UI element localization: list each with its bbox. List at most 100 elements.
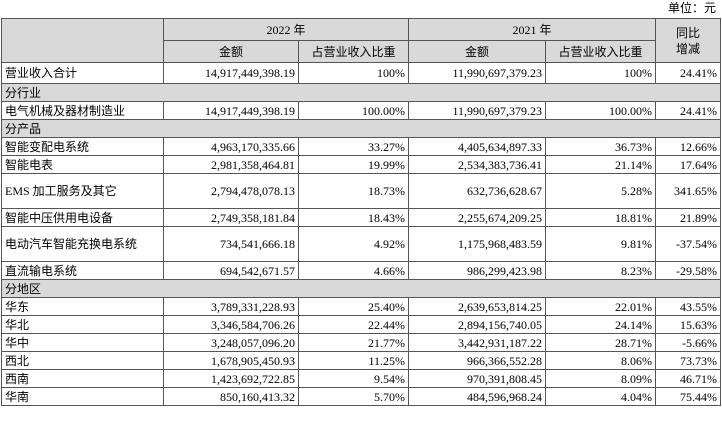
data-row: 华东 3,789,331,228.93 25.40% 2,639,653,814.25…: [1, 297, 722, 316]
data-row: 电动汽车智能充换电系统 734,541,666.18 4.92% 1,175,968,…: [1, 226, 722, 262]
header-cell: 2021 年: [408, 18, 657, 41]
value-cell: 2,255,674,209.25: [408, 208, 547, 227]
row-label: 营业收入合计: [1, 62, 164, 84]
value-cell: 734,541,666.18: [163, 226, 299, 262]
value-cell: 1,175,968,483.59: [408, 226, 547, 262]
header-text: 同比增减: [676, 25, 701, 56]
value-cell: -5.66%: [655, 333, 722, 352]
row-label: 西南: [1, 369, 164, 388]
data-row: 智能电表 2,981,358,464.81 19.99% 2,534,383,736.…: [1, 155, 722, 174]
row-label: 直流输电系统: [1, 261, 164, 280]
value-cell: 24.14%: [545, 315, 657, 334]
header-cell: 占营业收入比重: [297, 40, 410, 63]
row-label: 华东: [1, 297, 164, 316]
section-cell: 分地区: [0, 279, 722, 298]
value-cell: 14,917,449,398.19: [163, 101, 299, 120]
value-cell: 22.44%: [297, 315, 410, 334]
value-cell: 11.25%: [297, 351, 410, 370]
value-cell: 25.40%: [297, 297, 410, 316]
value-cell: 2,534,383,736.41: [408, 155, 547, 174]
value-cell: 2,894,156,740.05: [408, 315, 547, 334]
value-cell: 4,963,170,335.66: [163, 137, 299, 156]
data-row: 西南 1,423,692,722.85 9.54% 970,391,808.45 8.0…: [1, 369, 722, 388]
value-cell: 17.64%: [655, 155, 722, 174]
header-cell: 占营业收入比重: [545, 40, 657, 63]
value-cell: 8.09%: [545, 369, 657, 388]
value-cell: 4,405,634,897.33: [408, 137, 547, 156]
value-cell: 46.71%: [655, 369, 722, 388]
value-cell: 9.54%: [297, 369, 410, 388]
row-label: 电气机械及器材制造业: [1, 101, 164, 120]
value-cell: -37.54%: [655, 226, 722, 262]
value-cell: 632,736,628.67: [408, 173, 547, 209]
value-cell: 4.66%: [297, 261, 410, 280]
value-cell: 18.43%: [297, 208, 410, 227]
value-cell: 100.00%: [545, 101, 657, 120]
value-cell: 18.73%: [297, 173, 410, 209]
data-row: 华南 850,160,413.32 5.70% 484,596,968.24 4.04%…: [1, 387, 722, 406]
header-cell: 2022 年: [162, 18, 410, 41]
value-cell: 2,981,358,464.81: [163, 155, 299, 174]
value-cell: 8.06%: [545, 351, 657, 370]
value-cell: 12.66%: [655, 137, 722, 156]
value-cell: 21.89%: [655, 208, 722, 227]
data-row: 营业收入合计 14,917,449,398.19 100% 11,990,697,37…: [1, 62, 722, 84]
data-row: 电气机械及器材制造业 14,917,449,398.19 100.00% 11,990…: [1, 101, 722, 120]
value-cell: 100%: [545, 62, 657, 84]
value-cell: 694,542,671.57: [163, 261, 299, 280]
value-cell: 986,299,423.98: [408, 261, 547, 280]
value-cell: 9.81%: [545, 226, 657, 262]
section-row: 分行业: [0, 83, 722, 102]
unit-label: 单位：元: [667, 1, 716, 15]
value-cell: 3,248,057,096.20: [163, 333, 299, 352]
value-cell: 970,391,808.45: [408, 369, 547, 388]
section-row: 分产品: [0, 119, 722, 138]
data-row: 智能中压供用电设备 2,749,358,181.84 18.43% 2,255,674…: [1, 208, 722, 227]
value-cell: 484,596,968.24: [408, 387, 547, 406]
value-cell: 100.00%: [297, 101, 410, 120]
value-cell: 21.77%: [297, 333, 410, 352]
header-cell: 金额: [163, 40, 299, 63]
data-row: 直流输电系统 694,542,671.57 4.66% 986,299,423.98 8…: [1, 261, 722, 280]
value-cell: 3,346,584,706.26: [163, 315, 299, 334]
value-cell: 966,366,552.28: [408, 351, 547, 370]
table-body: 2022 年 2021 年 同比增减 金额 占营业收入比重 金额 占营业收入比重 营业…: [0, 18, 722, 406]
value-cell: 341.65%: [655, 173, 722, 209]
value-cell: 4.92%: [297, 226, 410, 262]
row-label: 华北: [1, 315, 164, 334]
data-row: 华中 3,248,057,096.20 21.77% 3,442,931,187.22…: [1, 333, 722, 352]
value-cell: 24.41%: [655, 62, 722, 84]
value-cell: 3,789,331,228.93: [163, 297, 299, 316]
row-label: 电动汽车智能充换电系统: [1, 226, 164, 262]
data-row: EMS 加工服务及其它 2,794,478,078.13 18.73% 632,736…: [1, 173, 722, 209]
value-cell: 11,990,697,379.23: [408, 62, 547, 84]
value-cell: 2,749,358,181.84: [163, 208, 299, 227]
value-cell: 5.70%: [297, 387, 410, 406]
row-label: 华南: [1, 387, 164, 406]
value-cell: 1,678,905,450.93: [163, 351, 299, 370]
value-cell: 5.28%: [545, 173, 657, 209]
data-row: 西北 1,678,905,450.93 11.25% 966,366,552.28 8.…: [1, 351, 722, 370]
row-label: 智能电表: [1, 155, 164, 174]
value-cell: 14,917,449,398.19: [163, 62, 299, 84]
section-cell: 分行业: [0, 83, 722, 102]
value-cell: 73.73%: [655, 351, 722, 370]
value-cell: 15.63%: [655, 315, 722, 334]
header-cell: 金额: [408, 40, 547, 63]
header-cell: [1, 18, 164, 63]
data-row: 华北 3,346,584,706.26 22.44% 2,894,156,740.05…: [1, 315, 722, 334]
row-label: EMS 加工服务及其它: [1, 173, 164, 209]
value-cell: 100%: [297, 62, 410, 84]
row-label: 智能变配电系统: [1, 137, 164, 156]
row-label: 智能中压供用电设备: [1, 208, 164, 227]
value-cell: 11,990,697,379.23: [408, 101, 547, 120]
value-cell: 33.27%: [297, 137, 410, 156]
value-cell: 19.99%: [297, 155, 410, 174]
value-cell: 4.04%: [545, 387, 657, 406]
section-cell: 分产品: [0, 119, 722, 138]
value-cell: 28.71%: [545, 333, 657, 352]
row-label: 华中: [1, 333, 164, 352]
header-row: 2022 年 2021 年 同比增减: [1, 18, 722, 63]
header-cell: 同比增减: [655, 18, 722, 63]
